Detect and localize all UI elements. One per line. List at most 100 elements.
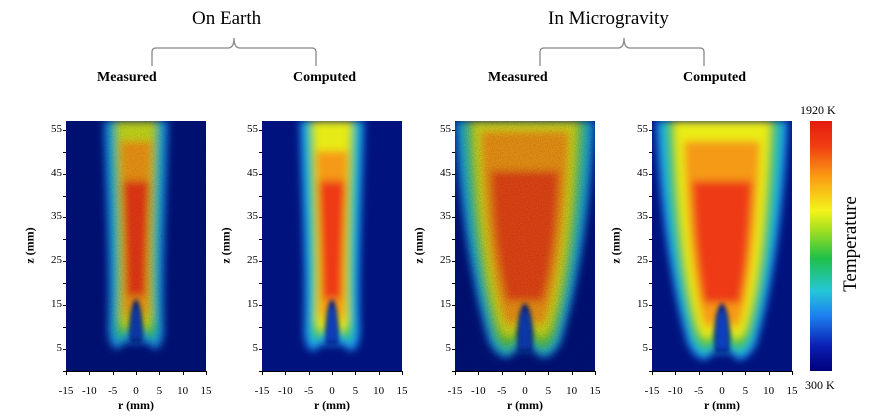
y-tick-mark [259,305,262,307]
x-tick-label: 0 [329,385,335,397]
y-tick-mark [63,151,66,153]
y-tick-mark [649,283,652,285]
x-tick-mark [89,371,91,375]
temperature-colorbar [810,121,832,371]
y-tick-label: 15 [440,298,451,311]
colorbar-title: Temperature [840,196,861,292]
y-tick-mark [63,261,66,263]
colorbar-max-label: 1920 K [800,103,836,117]
x-tick-label: -10 [277,385,293,397]
x-tick-label: -5 [497,385,507,397]
x-tick-mark [182,371,184,375]
x-tick-mark [455,371,456,375]
group-title-microgravity: In Microgravity [548,8,669,29]
panel-title-earth-measured: Measured [97,70,157,85]
y-tick-mark [452,349,455,351]
y-tick-mark [452,283,455,285]
x-tick-mark [66,371,67,375]
y-tick-label: 35 [440,210,451,223]
y-tick-label: 5 [56,342,63,355]
x-tick-mark [159,371,161,375]
y-tick-mark [63,371,66,372]
bracket-microgravity [539,37,705,66]
x-tick-mark [722,371,723,375]
x-axis-line [66,371,206,372]
x-tick-mark [378,371,380,375]
y-tick-mark [452,371,455,372]
x-tick-mark [548,371,550,375]
y-tick-mark [63,327,66,329]
x-tick-label: -10 [470,385,486,397]
y-tick-mark [452,195,455,197]
x-tick-label: -10 [667,385,683,397]
y-tick-mark [259,195,262,197]
y-tick-mark [259,151,262,153]
x-tick-label: -15 [254,385,270,397]
x-tick-label: -10 [81,385,97,397]
y-tick-mark [649,151,652,153]
x-tick-mark [308,371,310,375]
x-tick-label: 10 [177,385,189,397]
x-axis-label: r (mm) [506,398,544,412]
y-tick-label: 15 [247,298,258,311]
y-tick-mark [649,371,652,372]
y-axis-label: z (mm) [608,227,623,264]
bracket-earth [151,37,317,66]
x-tick-label: 5 [156,385,163,397]
x-axis-label: r (mm) [703,398,741,412]
flame-plot-micro-measured [455,121,595,371]
y-tick-label: 55 [51,122,62,135]
y-tick-mark [649,195,652,197]
y-tick-mark [259,261,262,263]
y-tick-label: 25 [637,254,648,267]
y-tick-mark [259,239,262,241]
x-axis-line [455,371,595,372]
y-tick-mark [452,239,455,241]
y-tick-mark [649,305,652,307]
x-tick-label: 15 [396,385,408,397]
x-tick-mark [595,371,596,375]
x-tick-mark [792,371,793,375]
y-tick-mark [259,349,262,351]
x-axis-line [262,371,402,372]
x-tick-label: 5 [352,385,359,397]
y-tick-label: 55 [637,122,648,135]
group-title-earth: On Earth [192,8,262,29]
y-axis-label: z (mm) [22,227,37,264]
x-tick-mark [675,371,677,375]
y-tick-label: 45 [440,166,451,179]
y-tick-mark [649,261,652,263]
x-axis-label: r (mm) [117,398,155,412]
y-tick-mark [259,129,262,131]
x-axis-label: r (mm) [313,398,351,412]
y-tick-label: 35 [637,210,648,223]
y-tick-label: 35 [247,210,258,223]
x-tick-label: 5 [742,385,749,397]
x-tick-label: 15 [786,385,798,397]
x-tick-label: -15 [644,385,660,397]
x-tick-label: 5 [545,385,552,397]
x-tick-label: 15 [200,385,212,397]
x-tick-label: -5 [304,385,314,397]
x-tick-label: -15 [447,385,463,397]
x-axis-line [652,371,792,372]
y-tick-label: 35 [51,210,62,223]
panel-title-earth-computed: Computed [293,70,357,85]
y-tick-label: 5 [252,342,259,355]
y-tick-mark [649,327,652,329]
y-tick-mark [649,217,652,219]
x-tick-label: 10 [566,385,578,397]
x-tick-mark [136,371,137,375]
x-tick-label: 10 [763,385,775,397]
y-tick-mark [452,217,455,219]
y-tick-mark [649,349,652,351]
y-axis-label: z (mm) [411,227,426,264]
y-tick-mark [63,195,66,197]
x-tick-mark [478,371,480,375]
x-tick-label: 0 [719,385,725,397]
x-tick-mark [745,371,747,375]
x-tick-mark [402,371,403,375]
y-tick-mark [452,327,455,329]
y-tick-mark [259,173,262,175]
y-tick-mark [452,261,455,263]
